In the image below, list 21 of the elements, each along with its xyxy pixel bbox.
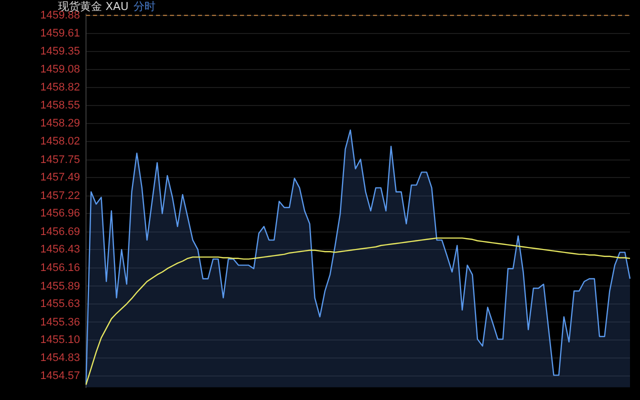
y-tick-label: 1455.63 (40, 298, 80, 310)
y-tick-label: 1456.43 (40, 244, 80, 256)
chart-subtitle: 分时 (134, 0, 156, 13)
y-tick-label: 1455.36 (40, 316, 80, 328)
y-tick-label: 1459.35 (40, 45, 80, 58)
y-tick-label: 1454.83 (40, 352, 80, 364)
y-tick-label: 1458.02 (40, 136, 80, 148)
y-tick-label: 1458.55 (40, 100, 80, 112)
y-tick-label: 1458.82 (40, 81, 80, 94)
y-tick-label: 1456.69 (40, 226, 80, 238)
y-tick-label: 1455.10 (40, 334, 80, 346)
y-tick-label: 1459.08 (40, 64, 80, 76)
y-tick-label: 1458.29 (40, 117, 80, 130)
y-tick-label: 1459.61 (40, 28, 80, 40)
y-tick-label: 1455.89 (40, 280, 80, 292)
y-tick-label: 1456.96 (40, 208, 80, 220)
y-tick-label: 1454.57 (40, 370, 80, 382)
y-tick-label: 1457.75 (40, 154, 80, 166)
y-tick-label: 1457.49 (40, 172, 80, 184)
y-tick-label: 1456.16 (40, 262, 80, 274)
y-tick-label: 1457.22 (40, 190, 80, 202)
